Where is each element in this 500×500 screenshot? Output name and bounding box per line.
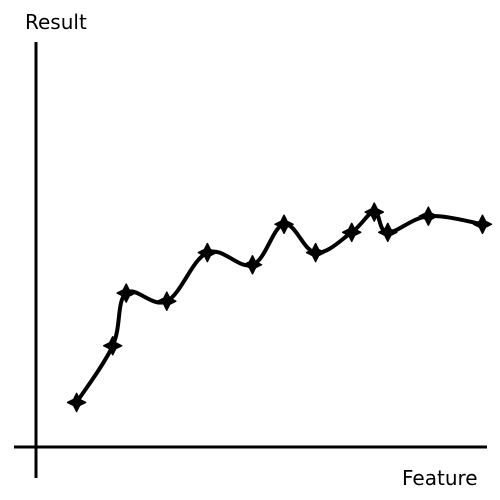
data-point-12 [472,214,493,234]
x-axis-label: Feature [402,466,478,490]
data-point-2 [116,283,136,303]
data-point-0 [66,392,87,413]
data-point-8 [341,222,362,243]
series-markers [66,202,493,413]
data-point-7 [305,242,326,263]
data-point-11 [418,206,439,226]
data-point-1 [102,336,123,356]
data-point-3 [157,291,177,311]
series-line [74,210,485,405]
data-point-4 [197,242,218,263]
y-axis-label: Result [25,10,87,34]
data-point-9 [364,202,384,222]
data-point-10 [378,222,398,243]
data-point-6 [274,214,294,234]
data-point-5 [242,255,263,275]
